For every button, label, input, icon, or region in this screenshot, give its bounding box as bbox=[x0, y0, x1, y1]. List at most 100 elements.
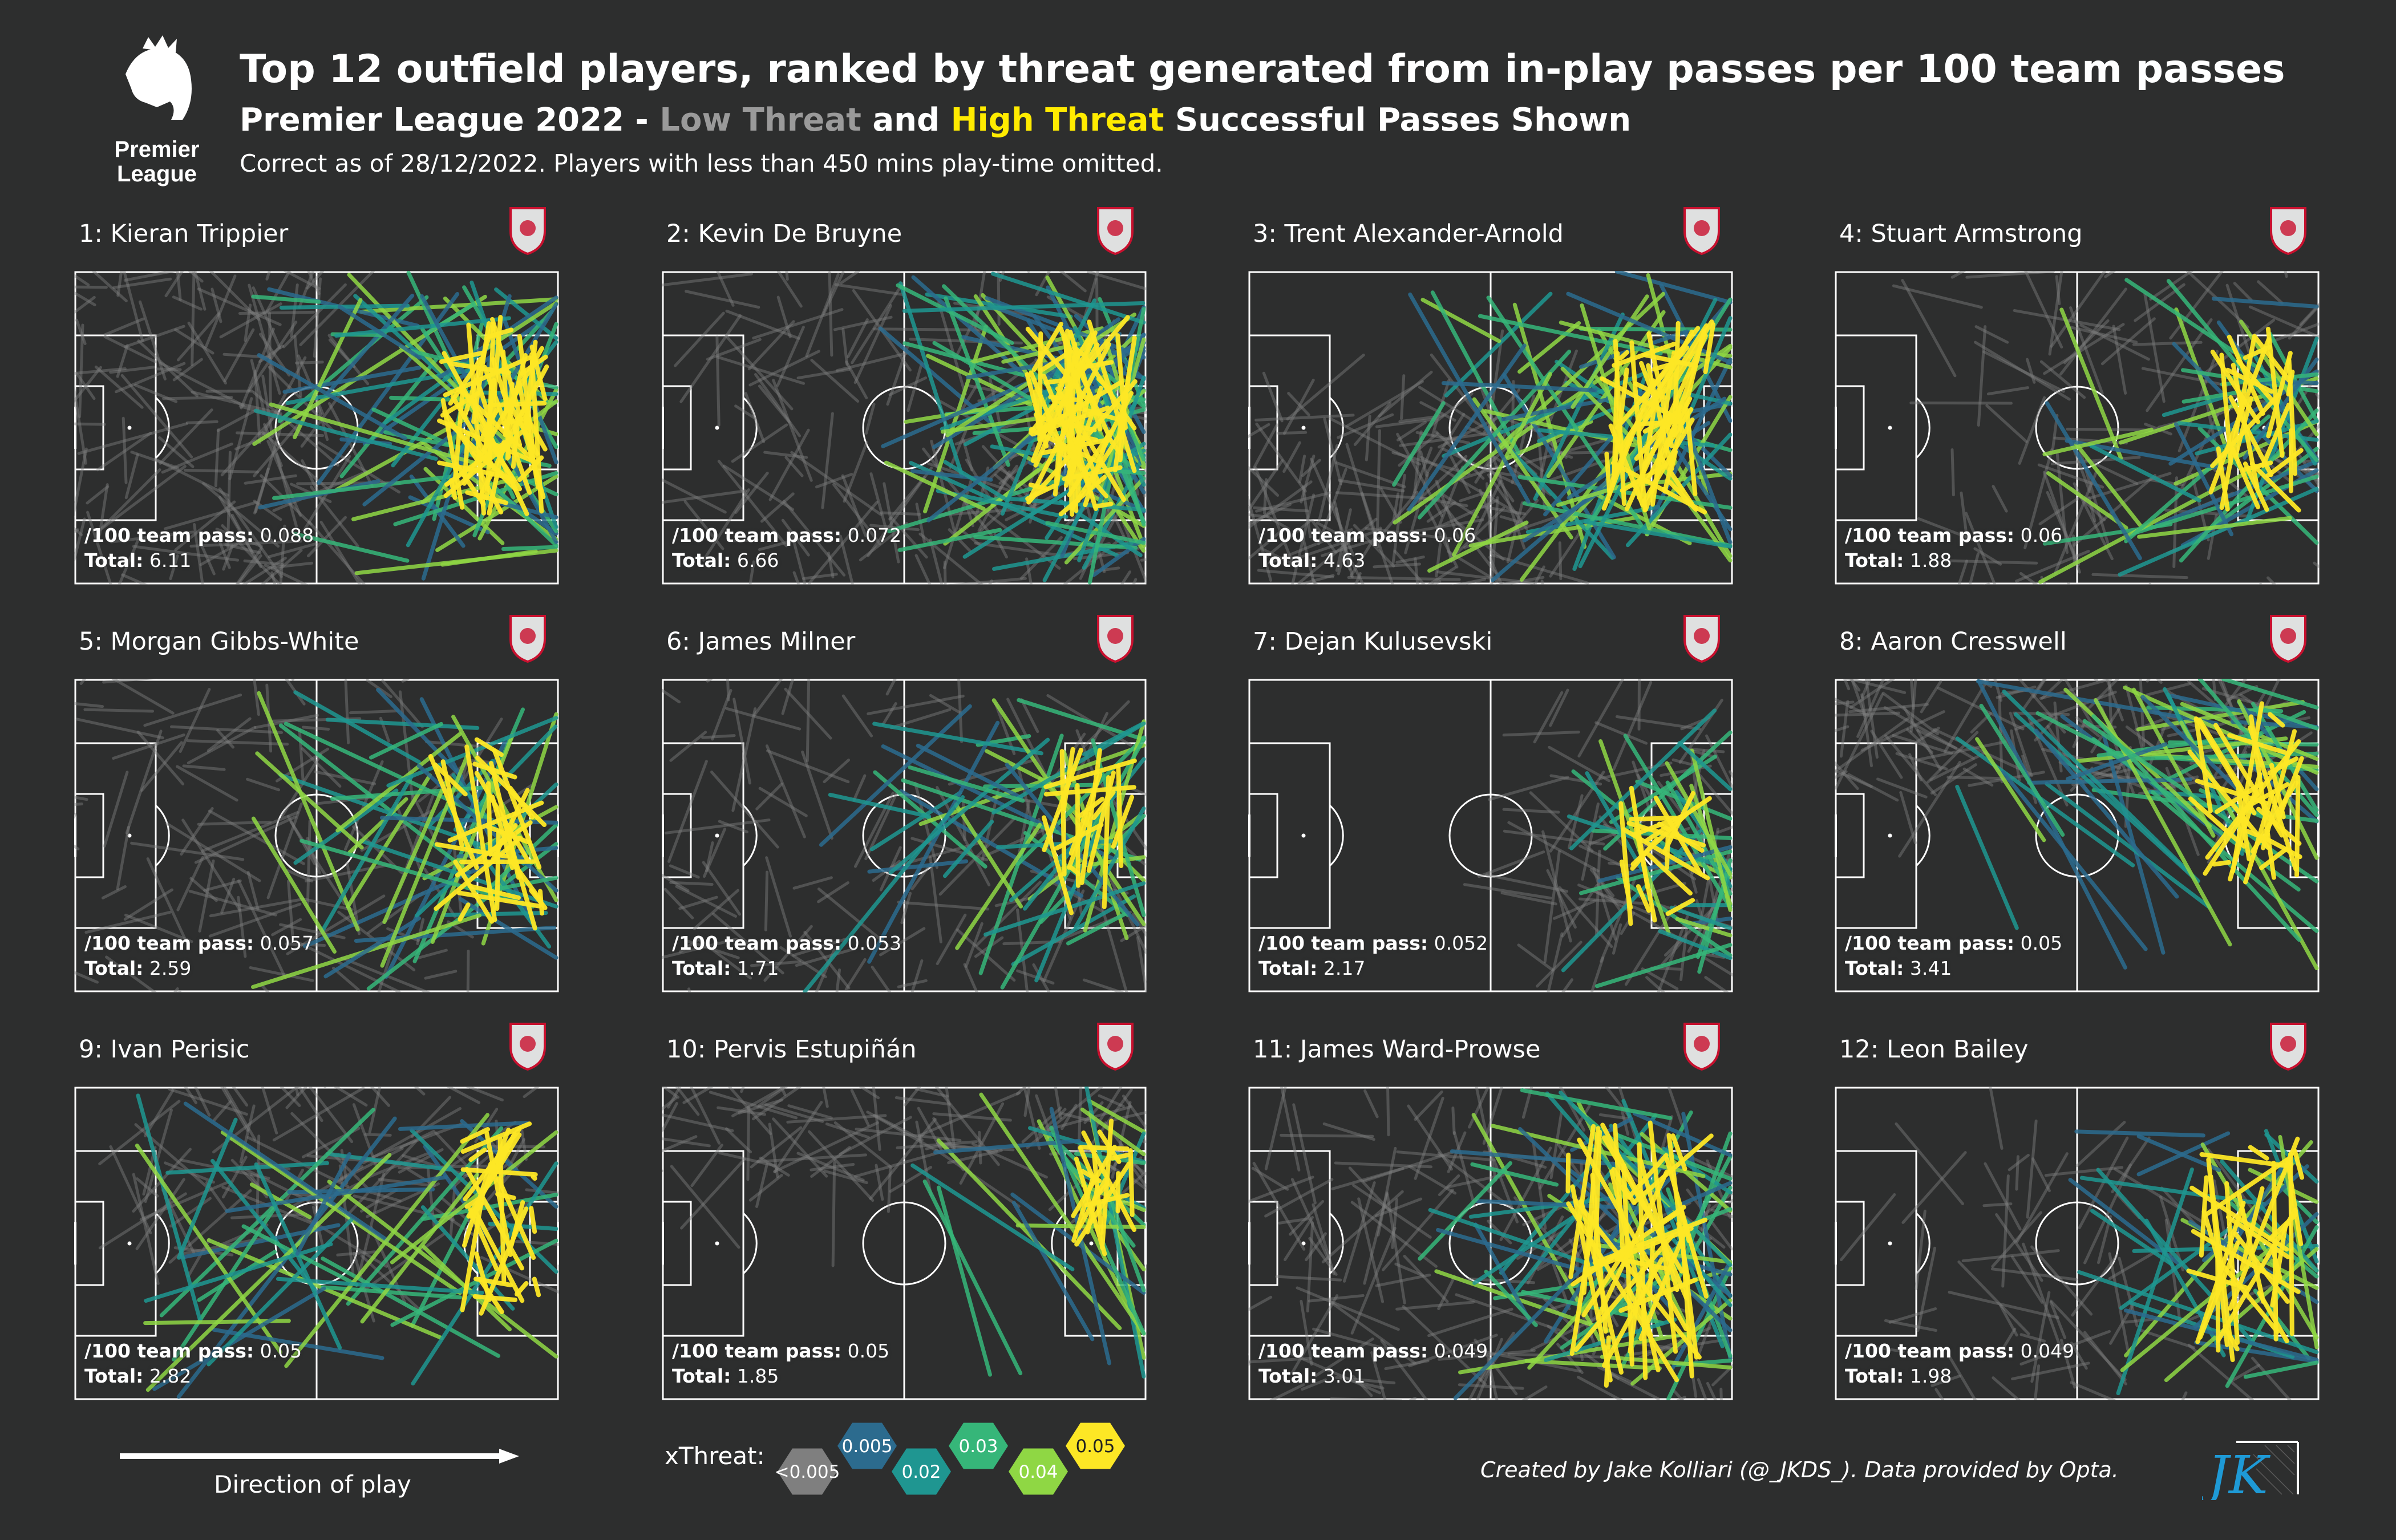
low-threat-pass bbox=[74, 367, 127, 375]
low-threat-pass bbox=[223, 328, 255, 383]
low-threat-pass bbox=[1915, 1209, 1926, 1290]
mid-threat-pass bbox=[1407, 343, 1527, 512]
low-threat-pass bbox=[187, 321, 227, 385]
low-threat-pass bbox=[1264, 1087, 1287, 1170]
low-threat-pass bbox=[143, 693, 242, 727]
low-threat-pass bbox=[1698, 773, 1733, 817]
low-threat-pass bbox=[2079, 323, 2150, 361]
low-threat-pass bbox=[2001, 1174, 2010, 1288]
low-threat-pass bbox=[164, 271, 184, 298]
low-threat-pass bbox=[1933, 728, 2031, 775]
low-threat-pass bbox=[845, 360, 868, 399]
low-threat-pass bbox=[100, 468, 161, 529]
mid-threat-pass bbox=[411, 1161, 558, 1386]
high-threat-pass bbox=[478, 471, 504, 514]
low-threat-pass bbox=[776, 295, 792, 339]
high-threat-pass bbox=[2267, 712, 2285, 728]
low-threat-pass bbox=[212, 1100, 232, 1122]
low-threat-pass bbox=[246, 870, 260, 911]
low-threat-pass bbox=[843, 441, 868, 503]
low-threat-pass bbox=[1856, 679, 1885, 738]
high-threat-pass bbox=[2240, 1186, 2265, 1271]
low-threat-pass bbox=[2032, 679, 2047, 699]
legend-bin: 0.04 bbox=[1009, 1448, 1068, 1495]
mid-threat-pass bbox=[1427, 520, 1529, 573]
mid-threat-pass bbox=[2211, 297, 2319, 309]
mid-threat-pass bbox=[1434, 1269, 1610, 1333]
logo-text-2: League bbox=[117, 161, 197, 187]
low-threat-pass bbox=[254, 714, 319, 730]
mid-threat-pass bbox=[953, 802, 1023, 909]
low-threat-pass bbox=[1930, 1375, 1961, 1387]
high-threat-pass bbox=[1637, 1142, 1648, 1380]
low-threat-pass bbox=[1077, 1087, 1083, 1154]
low-threat-pass bbox=[168, 1088, 248, 1116]
low-threat-pass bbox=[1418, 386, 1508, 443]
mid-threat-pass bbox=[257, 353, 407, 440]
mid-threat-pass bbox=[923, 325, 988, 514]
low-threat-pass bbox=[248, 321, 298, 392]
mid-threat-pass bbox=[284, 722, 515, 832]
low-threat-pass bbox=[914, 1087, 949, 1098]
low-threat-pass bbox=[272, 1087, 365, 1142]
mid-threat-pass bbox=[1472, 397, 1573, 540]
low-threat-pass bbox=[75, 318, 87, 346]
low-threat-pass bbox=[2299, 302, 2320, 326]
low-threat-pass bbox=[1884, 1319, 1937, 1332]
low-threat-pass bbox=[2083, 1331, 2127, 1385]
mid-threat-pass bbox=[1015, 735, 1146, 866]
low-threat-pass bbox=[675, 885, 738, 918]
low-threat-pass bbox=[209, 898, 304, 918]
low-threat-pass bbox=[754, 373, 802, 437]
low-threat-pass bbox=[772, 1117, 828, 1178]
low-threat-pass bbox=[1612, 923, 1622, 955]
per100-label: /100 team pass: bbox=[672, 932, 842, 954]
low-threat-pass bbox=[1414, 1090, 1443, 1121]
low-threat-pass bbox=[2044, 1166, 2124, 1177]
low-threat-pass bbox=[207, 717, 252, 752]
low-threat-pass bbox=[197, 287, 282, 326]
low-threat-pass bbox=[1883, 706, 1975, 760]
high-threat-pass bbox=[1025, 326, 1089, 402]
low-threat-pass bbox=[1365, 527, 1452, 541]
low-threat-pass bbox=[1917, 517, 1974, 541]
low-threat-pass bbox=[381, 679, 424, 728]
low-threat-pass bbox=[1375, 1273, 1431, 1287]
low-threat-pass bbox=[938, 817, 1015, 896]
low-threat-pass bbox=[1268, 528, 1353, 565]
low-threat-pass bbox=[1350, 1226, 1397, 1335]
mid-threat-pass bbox=[869, 791, 962, 852]
low-threat-pass bbox=[284, 679, 306, 706]
low-threat-pass bbox=[773, 1101, 823, 1173]
low-threat-pass bbox=[717, 460, 788, 548]
low-threat-pass bbox=[84, 910, 172, 934]
low-threat-pass bbox=[2059, 1339, 2077, 1389]
low-threat-pass bbox=[311, 1205, 325, 1249]
low-threat-pass bbox=[1916, 729, 1957, 750]
low-threat-pass bbox=[879, 927, 926, 957]
low-threat-pass bbox=[199, 541, 216, 576]
low-threat-pass bbox=[2023, 448, 2054, 549]
newcastle-crest-icon bbox=[509, 207, 546, 256]
low-threat-pass bbox=[116, 271, 123, 297]
low-threat-pass bbox=[945, 1087, 956, 1151]
mid-threat-pass bbox=[351, 473, 529, 521]
low-threat-pass bbox=[2181, 1391, 2188, 1400]
low-threat-pass bbox=[1294, 574, 1335, 585]
mid-threat-pass bbox=[1420, 298, 1501, 343]
per100-value: 0.05 bbox=[260, 1340, 302, 1362]
low-threat-pass bbox=[253, 467, 270, 514]
mid-threat-pass bbox=[1669, 905, 1733, 930]
pitch-pass-map bbox=[74, 1087, 559, 1400]
low-threat-pass bbox=[1847, 773, 1899, 802]
low-threat-pass bbox=[1506, 501, 1524, 564]
low-threat-pass bbox=[1597, 1365, 1634, 1384]
mid-threat-pass bbox=[1059, 855, 1146, 871]
high-threat-pass bbox=[432, 762, 468, 797]
low-threat-pass bbox=[1558, 886, 1613, 949]
mid-threat-pass bbox=[2090, 1209, 2174, 1266]
subtitle-suffix: Successful Passes Shown bbox=[1164, 102, 1632, 139]
low-threat-pass bbox=[398, 690, 415, 806]
low-threat-pass bbox=[1982, 1202, 2013, 1207]
high-threat-pass bbox=[1059, 749, 1067, 877]
